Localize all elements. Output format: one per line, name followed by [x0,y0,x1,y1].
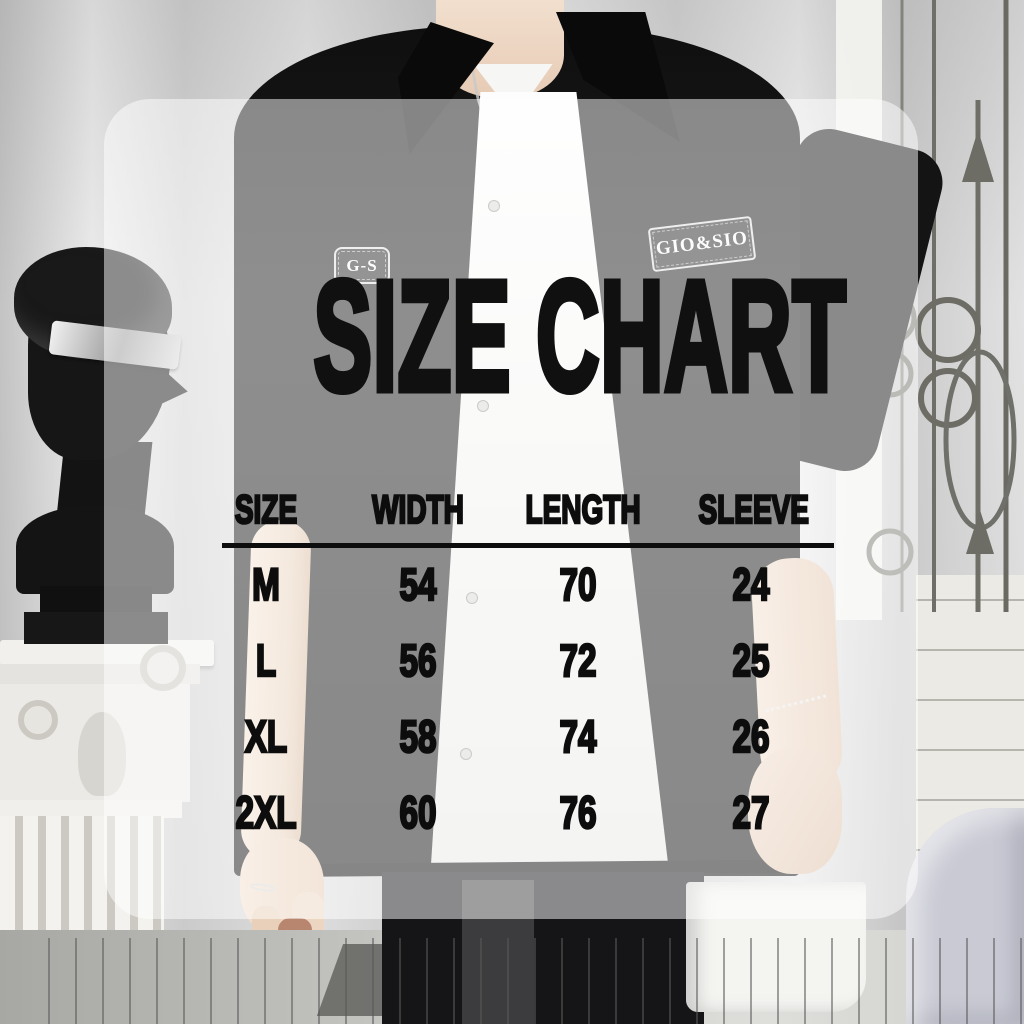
header-divider-line [222,543,834,548]
size-label-2xl: 2XL [235,787,298,838]
length-value-xl: 74 [559,711,598,762]
width-value-xl: 58 [399,711,438,762]
column-header-width: WIDTH [371,488,465,532]
length-value-l: 72 [559,635,598,686]
sleeve-value-xl: 26 [732,711,771,762]
column-header-sleeve: SLEEVE [698,488,810,532]
size-chart-content: SIZE CHART SIZE WIDTH LENGTH SLEEVE M 54… [104,99,918,919]
width-value-m: 54 [399,559,438,610]
width-value-2xl: 60 [399,787,438,838]
size-chart-panel [104,99,918,919]
floor-slats [48,938,1024,1024]
column-header-size: SIZE [234,488,298,532]
sleeve-value-m: 24 [732,559,771,610]
column-header-length: LENGTH [525,488,642,532]
sleeve-value-2xl: 27 [732,787,771,838]
sleeve-value-l: 25 [732,635,771,686]
width-value-l: 56 [399,635,438,686]
size-label-l: L [255,635,277,686]
size-label-m: M [251,559,281,610]
length-value-m: 70 [559,559,598,610]
page-title: SIZE CHART [311,247,847,426]
length-value-2xl: 76 [559,787,598,838]
size-label-xl: XL [244,711,288,762]
page-title-wrap: SIZE CHART [104,247,918,426]
pedestal-volute-scroll-left [18,700,58,740]
